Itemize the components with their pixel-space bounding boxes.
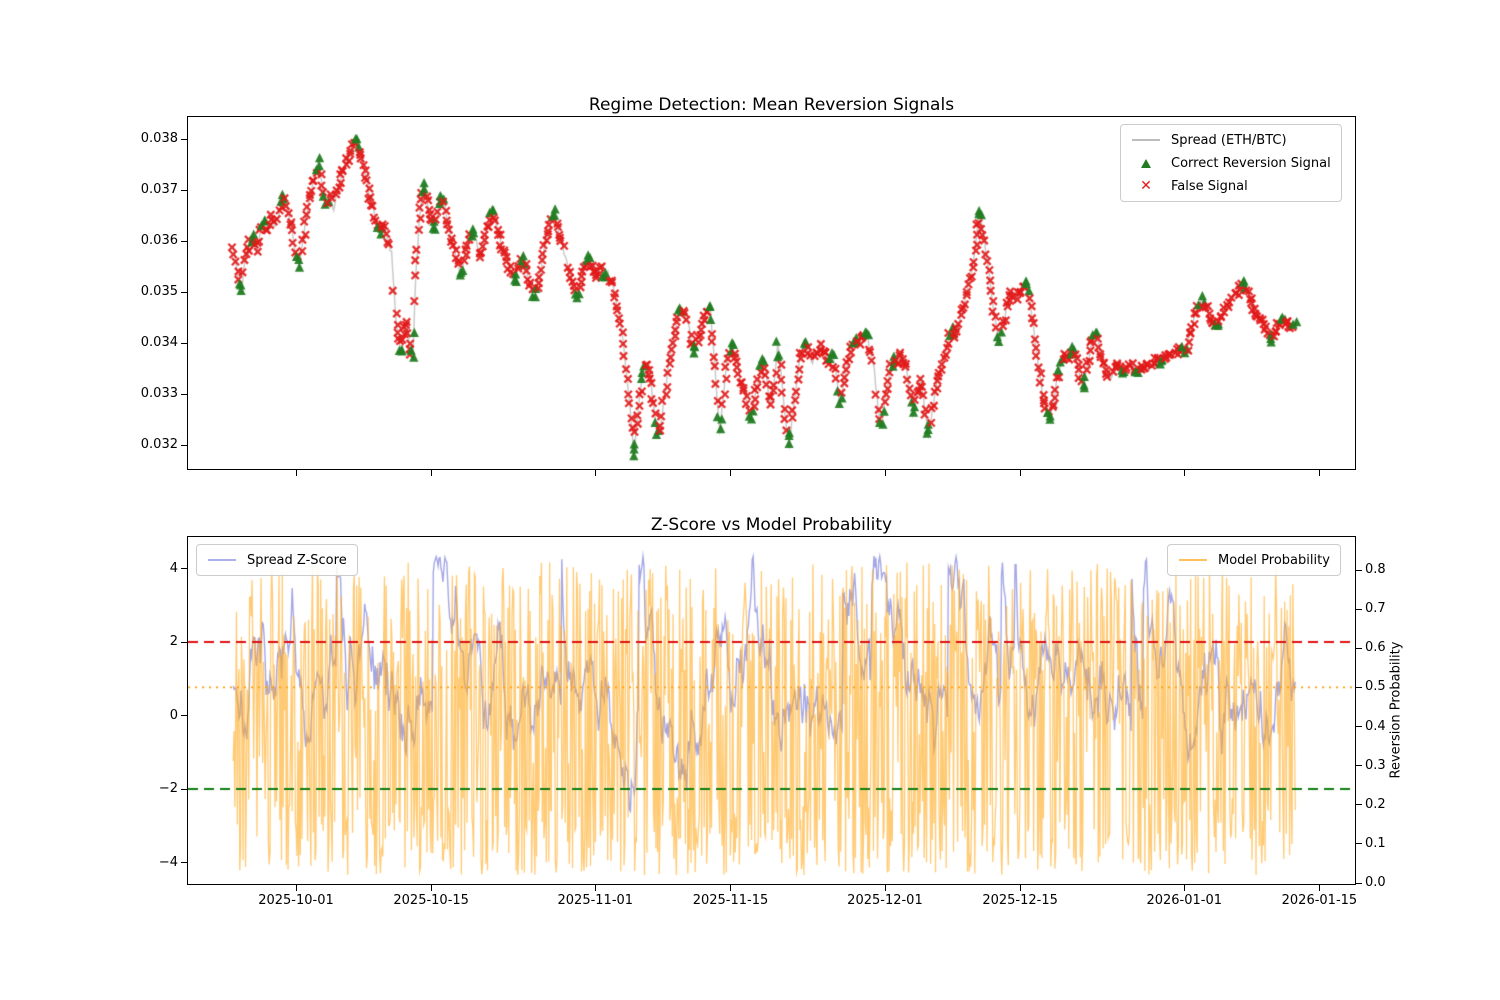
x-tick-label: 2025-11-15 [692,893,769,908]
probability-tick-mark [1355,647,1362,649]
top-chart-title: Regime Detection: Mean Reversion Signals [588,95,955,115]
triangle-marker-icon [1129,158,1163,168]
y-tick-mark [181,393,188,395]
zscore-tick-label: −2 [158,781,178,796]
y-tick-mark [181,291,188,293]
zscore-tick-mark [181,788,188,790]
probability-tick-label: 0.7 [1365,601,1386,617]
x-tick-mark [431,885,433,891]
probability-tick-mark [1355,608,1362,610]
legend-label-probability: Model Probability [1218,552,1330,568]
y-tick-label: 0.038 [140,131,178,146]
zscore-tick-mark [181,641,188,643]
x-tick-mark [1184,470,1186,476]
x-tick-label: 2025-12-01 [847,893,923,908]
spread-line-icon [1129,139,1163,141]
x-tick-mark [296,470,297,476]
probability-tick-mark [1355,804,1362,806]
x-tick-mark [730,885,732,891]
zscore-tick-mark [181,715,188,716]
x-tick-mark [1020,470,1022,476]
probability-tick-mark [1355,569,1362,571]
legend-entry-correct-signal: Correct Reversion Signal [1129,153,1331,173]
x-marker-icon: ✕ [1140,178,1152,194]
probability-tick-mark [1355,726,1362,727]
probability-tick-mark [1355,882,1362,884]
probability-tick-label: 0.8 [1365,562,1386,577]
x-tick-mark [1319,470,1321,476]
x-tick-mark [1184,885,1186,891]
bottom-plot-area [187,536,1356,885]
x-tick-mark [1020,885,1022,891]
x-tick-label: 2025-10-15 [393,893,469,908]
zscore-tick-mark [181,862,188,863]
probability-tick-mark [1355,686,1362,688]
y-tick-label: 0.037 [140,182,178,197]
x-tick-mark [884,470,886,476]
x-tick-mark [595,470,597,476]
probability-tick-label: 0.5 [1365,679,1386,695]
legend-label-spread: Spread (ETH/BTC) [1171,132,1287,148]
top-chart-legend: Spread (ETH/BTC) Correct Reversion Signa… [1120,124,1342,202]
y-tick-label: 0.032 [140,437,178,452]
y-tick-mark [181,138,188,140]
probability-tick-label: 0.3 [1365,757,1386,773]
y-tick-label: 0.035 [140,284,178,299]
x-tick-mark [730,470,732,476]
zscore-legend: Spread Z-Score [196,544,358,576]
y-tick-mark [181,189,188,191]
x-tick-mark [1319,885,1321,891]
probability-tick-label: 0.4 [1365,718,1386,734]
probability-tick-label: 0.2 [1365,796,1386,812]
bottom-chart-title: Z-Score vs Model Probability [650,515,893,535]
legend-entry-zscore: Spread Z-Score [205,550,347,570]
y-tick-mark [181,444,188,446]
y-tick-label: 0.036 [140,233,178,248]
x-tick-mark [595,885,597,891]
probability-line-icon [1176,559,1210,561]
y-tick-mark [181,342,188,344]
legend-label-false-signal: False Signal [1171,178,1248,194]
y-tick-label: 0.033 [140,386,178,401]
probability-tick-label: 0.0 [1365,875,1386,890]
x-tick-mark [431,470,433,476]
x-tick-label: 2026-01-15 [1281,893,1358,908]
legend-entry-spread: Spread (ETH/BTC) [1129,130,1331,150]
probability-tick-mark [1355,765,1362,767]
zscore-tick-label: 4 [169,560,178,576]
x-tick-label: 2025-12-15 [982,893,1058,908]
y-tick-mark [181,240,188,242]
legend-label-correct-signal: Correct Reversion Signal [1171,155,1331,171]
probability-legend: Model Probability [1167,544,1341,576]
x-tick-label: 2025-11-01 [557,893,634,908]
zscore-tick-label: 0 [169,707,178,723]
x-tick-mark [296,885,297,891]
zscore-tick-label: −4 [158,854,178,870]
x-tick-mark [884,885,886,891]
probability-tick-mark [1355,843,1362,845]
legend-entry-false-signal: ✕ False Signal [1129,176,1331,196]
zscore-line-icon [205,559,239,561]
probability-tick-label: 0.1 [1365,835,1386,851]
x-tick-label: 2025-10-01 [258,893,334,908]
y-tick-label: 0.034 [140,335,178,350]
x-tick-label: 2026-01-01 [1146,893,1223,908]
zscore-tick-mark [181,568,188,569]
legend-entry-probability: Model Probability [1176,550,1330,570]
legend-label-zscore: Spread Z-Score [247,552,347,568]
probability-tick-label: 0.6 [1365,640,1386,656]
zscore-tick-label: 2 [169,634,178,649]
zscore-probability-canvas [188,537,1355,884]
